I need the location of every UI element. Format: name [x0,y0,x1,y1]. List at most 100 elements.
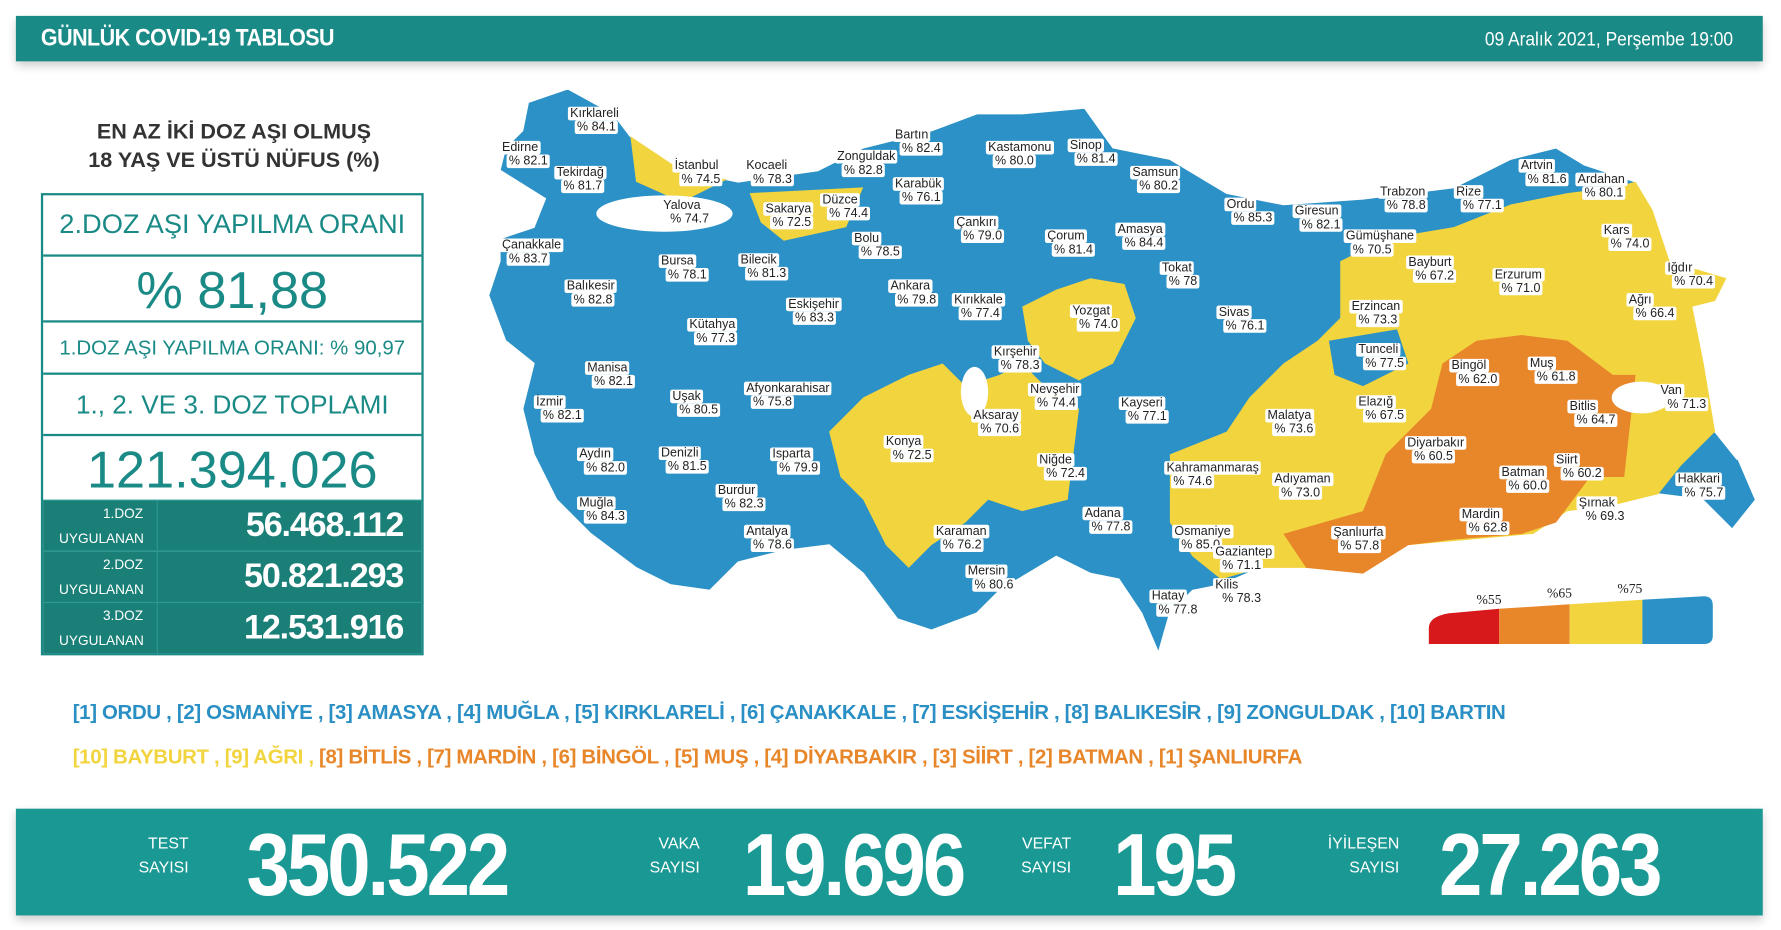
daily-stats-bar: TEST SAYISI 350.522 VAKA SAYISI 19.696 VEF… [15,808,1763,916]
province-name: Hatay [1149,589,1187,604]
province-name: Karaman [933,524,989,539]
province-value: % 83.3 [792,311,837,325]
province-value: % 77.8 [1156,603,1200,617]
province-value: % 84.4 [1122,236,1166,250]
dose-value: 12.531.916 [244,608,404,647]
province-value: % 78.8 [1384,198,1428,213]
province-value: % 82.3 [722,497,766,512]
province-label: Adana% 77.8 [1082,506,1133,534]
province-value: % 67.5 [1362,408,1407,423]
province-name: Hakkari [1675,472,1723,487]
province-label: Şanlıurfa% 57.8 [1331,525,1386,554]
province-name: Ankara [888,279,933,294]
total-doses-value: 121.394.026 [86,439,378,499]
vaccine-panel: 2.DOZ AŞI YAPILMA ORANI % 81,88 1.DOZ AŞ… [40,193,424,656]
province-value: % 71.1 [1219,558,1264,573]
province-value: % 74.6 [1171,474,1215,489]
province-label: Ordu% 85.3 [1224,197,1275,225]
province-value: % 62.8 [1466,521,1510,535]
province-name: Adana [1082,506,1124,521]
province-name: Karabük [892,177,944,191]
legend-yellow [1569,599,1643,644]
bottom-ten-ranking: [10] BAYBURT , [9] AĞRI , [8] BİTLİS , [… [72,745,1303,769]
province-name: Sinop [1067,138,1105,153]
province-label: Ardahan% 80.1 [1575,172,1628,200]
province-label: Yalova% 74.7 [661,198,712,227]
province-value: % 77.8 [1089,520,1133,534]
province-value: % 67.2 [1412,269,1457,283]
province-name: Kocaeli [743,159,790,173]
province-value: % 80.1 [1582,186,1626,200]
dose-label: 3.DOZ [102,607,144,624]
province-value: % 70.5 [1350,243,1394,257]
province-value: % 76.2 [940,538,984,552]
province-name: Yalova [661,198,703,213]
province-name: Bayburt [1406,255,1454,270]
province-name: Bitlis [1567,399,1599,414]
province-name: Kayseri [1118,396,1165,411]
province-label: Antalya% 78.6 [743,524,795,552]
province-label: Balıkesir% 82.8 [564,279,617,307]
province-value: % 82.1 [1299,218,1343,232]
dose2-rate-label: 2.DOZ AŞI YAPILMA ORANI [43,195,422,257]
province-label: Bingöl% 62.0 [1449,358,1500,387]
ranking-part: [9] AĞRI , [224,745,320,768]
province-value: % 70.6 [977,422,1022,437]
province-value: % 82.4 [899,141,943,156]
province-value: % 64.7 [1574,413,1618,428]
province-name: Burdur [715,483,758,498]
province-value: % 82.8 [571,293,615,307]
province-label: Bartın% 82.4 [892,128,943,156]
province-value: % 74.4 [1034,396,1079,411]
province-value: % 79.0 [960,229,1005,244]
province-label: Mardin% 62.8 [1459,507,1510,535]
province-label: Adıyaman% 73.0 [1272,472,1333,500]
province-value: % 60.2 [1560,466,1605,481]
province-label: Hatay% 77.8 [1149,589,1200,617]
province-value: % 73.0 [1278,486,1323,500]
ranking-part: [10] BAYBURT , [72,745,225,768]
province-label: Denizli% 81.5 [658,446,710,474]
province-value: % 84.1 [574,120,619,135]
province-name: Zonguldak [834,149,898,164]
province-value: % 73.6 [1272,422,1316,437]
province-label: Muğla% 84.3 [576,496,628,524]
province-label: Samsun% 80.2 [1130,165,1181,194]
province-name: Mardin [1459,507,1503,522]
province-value: % 74.5 [679,172,723,187]
dose2-rate-value: % 81,88 [43,257,422,323]
province-label: Siirt% 60.2 [1553,453,1605,481]
province-label: Niğde% 72.4 [1036,453,1088,481]
province-value: % 75.7 [1682,486,1726,500]
province-label: Kayseri% 77.1 [1118,396,1170,424]
dose-row-1: 1.DOZ UYGULANAN 56.468.112 [43,499,422,551]
province-name: Van [1658,383,1685,398]
province-name: Şırnak [1576,496,1618,510]
province-value: % 78.3 [750,172,795,187]
province-value: % 75.8 [750,395,795,409]
province-value: % 77.1 [1125,410,1170,424]
province-value: % 71.0 [1499,281,1543,296]
province-label: Rize% 77.1 [1453,185,1505,213]
province-label: Düzce% 74.4 [820,193,871,221]
province-name: Yozgat [1069,304,1113,319]
province-value: % 78.3 [998,358,1042,373]
province-value: % 79.8 [895,293,939,307]
province-label: Bitlis% 64.7 [1567,399,1618,428]
province-name: Rize [1453,185,1484,199]
legend-bar [1428,596,1713,644]
province-name: Çankırı [954,215,999,230]
province-value: % 82.0 [583,461,628,475]
dose1-rate: 1.DOZ AŞI YAPILMA ORANI: % 90,97 [43,323,422,375]
province-name: Antalya [743,524,791,539]
province-label: Ankara% 79.8 [888,279,939,307]
province-label: Bursa% 78.1 [658,254,710,282]
province-value: % 81.4 [1051,243,1096,257]
province-label: Kocaeli% 78.3 [743,159,795,187]
province-value: % 73.3 [1356,313,1400,328]
province-label: Çorum% 81.4 [1044,229,1096,257]
province-label: Kars% 74.0 [1601,223,1652,252]
province-value: % 81.4 [1074,152,1118,166]
province-name: Bursa [658,254,696,269]
header-bar: GÜNLÜK COVID-19 TABLOSU 09 Aralık 2021, … [15,15,1763,62]
